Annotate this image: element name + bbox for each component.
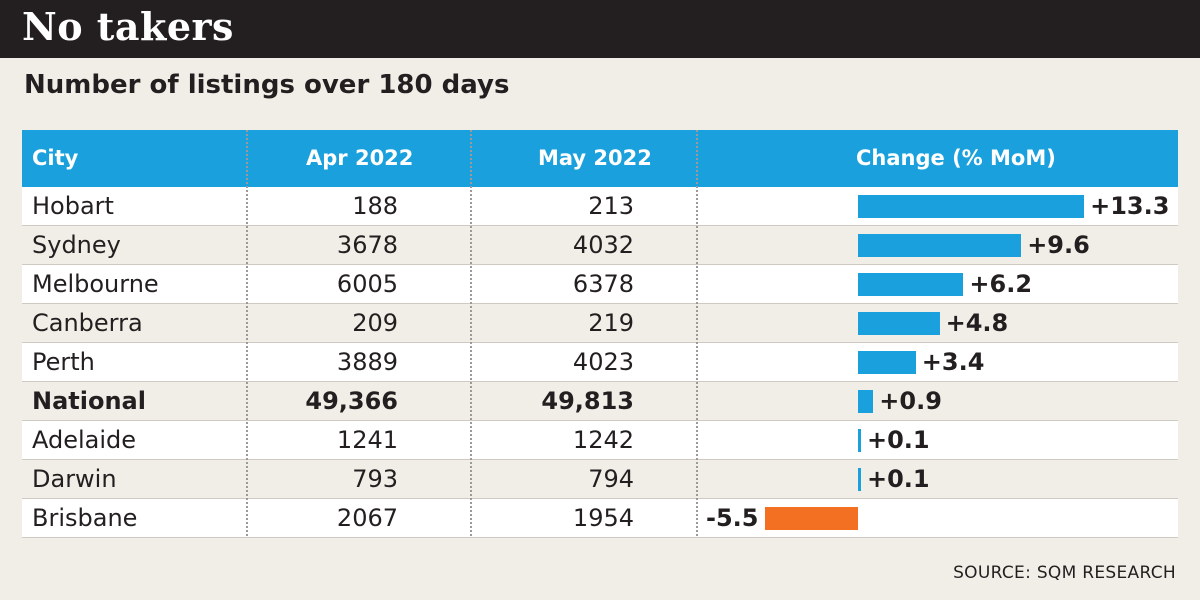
column-header-city: City	[32, 146, 79, 170]
city-name: Melbourne	[32, 270, 159, 298]
may-value: 4032	[572, 231, 634, 259]
row-separator	[22, 264, 1178, 265]
apr-value: 3889	[336, 348, 398, 376]
change-bar-positive	[858, 195, 1085, 218]
apr-value: 2067	[336, 504, 398, 532]
apr-value: 188	[352, 192, 398, 220]
row-separator	[22, 498, 1178, 499]
change-label: +0.9	[879, 387, 942, 415]
table-row: Perth 3889 4023 +3.4	[22, 343, 1178, 382]
apr-value: 793	[352, 465, 398, 493]
city-name: Perth	[32, 348, 95, 376]
source-note: SOURCE: SQM RESEARCH	[953, 563, 1176, 583]
change-label: +13.3	[1090, 192, 1170, 220]
row-separator	[22, 537, 1178, 538]
table-row: Brisbane 2067 1954 -5.5	[22, 499, 1178, 538]
change-bar-positive	[858, 468, 861, 491]
column-header-may: May 2022	[538, 146, 652, 170]
city-name: Canberra	[32, 309, 143, 337]
apr-value: 6005	[336, 270, 398, 298]
table-row: Canberra 209 219 +4.8	[22, 304, 1178, 343]
city-name: Darwin	[32, 465, 117, 493]
table-row: Hobart 188 213 +13.3	[22, 187, 1178, 226]
title-banner: No takers	[0, 0, 1200, 58]
change-label: +0.1	[867, 465, 930, 493]
change-bar-negative	[764, 507, 858, 530]
may-value: 219	[588, 309, 634, 337]
apr-value: 1241	[336, 426, 398, 454]
may-value: 213	[588, 192, 634, 220]
table-body: Hobart 188 213 +13.3 Sydney 3678 4032 +9.6 Melbo…	[22, 187, 1178, 538]
column-divider	[696, 130, 698, 536]
change-label: -5.5	[706, 504, 759, 532]
listings-table: City Apr 2022 May 2022 Change (% MoM) Ho…	[22, 130, 1178, 538]
table-row: National 49,366 49,813 +0.9	[22, 382, 1178, 421]
apr-value: 3678	[336, 231, 398, 259]
change-bar-positive	[858, 351, 916, 374]
change-label: +6.2	[969, 270, 1033, 298]
may-value: 1954	[572, 504, 634, 532]
change-label: +4.8	[945, 309, 1009, 337]
may-value: 4023	[572, 348, 634, 376]
table-row: Sydney 3678 4032 +9.6	[22, 226, 1178, 265]
change-label: +3.4	[921, 348, 985, 376]
row-separator	[22, 381, 1178, 382]
column-header-apr: Apr 2022	[306, 146, 414, 170]
table-header: City Apr 2022 May 2022 Change (% MoM)	[22, 130, 1178, 187]
row-separator	[22, 303, 1178, 304]
may-value: 1242	[572, 426, 634, 454]
column-header-change: Change (% MoM)	[856, 146, 1056, 170]
chart-subtitle: Number of listings over 180 days	[24, 70, 510, 100]
may-value: 49,813	[541, 387, 634, 415]
row-separator	[22, 342, 1178, 343]
column-divider	[470, 130, 472, 536]
may-value: 794	[588, 465, 634, 493]
change-bar-positive	[858, 312, 940, 335]
may-value: 6378	[572, 270, 634, 298]
change-bar-positive	[858, 234, 1022, 257]
city-name: National	[32, 387, 146, 415]
city-name: Brisbane	[32, 504, 138, 532]
apr-value: 209	[352, 309, 398, 337]
change-label: +9.6	[1027, 231, 1090, 259]
change-bar-positive	[858, 429, 861, 452]
change-label: +0.1	[867, 426, 930, 454]
apr-value: 49,366	[305, 387, 398, 415]
chart-title: No takers	[22, 4, 234, 49]
row-separator	[22, 459, 1178, 460]
city-name: Adelaide	[32, 426, 137, 454]
row-separator	[22, 225, 1178, 226]
city-name: Hobart	[32, 192, 114, 220]
column-divider	[246, 130, 248, 536]
table-row: Melbourne 6005 6378 +6.2	[22, 265, 1178, 304]
change-bar-positive	[858, 390, 874, 413]
table-row: Adelaide 1241 1242 +0.1	[22, 421, 1178, 460]
table-row: Darwin 793 794 +0.1	[22, 460, 1178, 499]
row-separator	[22, 420, 1178, 421]
change-bar-positive	[858, 273, 964, 296]
city-name: Sydney	[32, 231, 121, 259]
